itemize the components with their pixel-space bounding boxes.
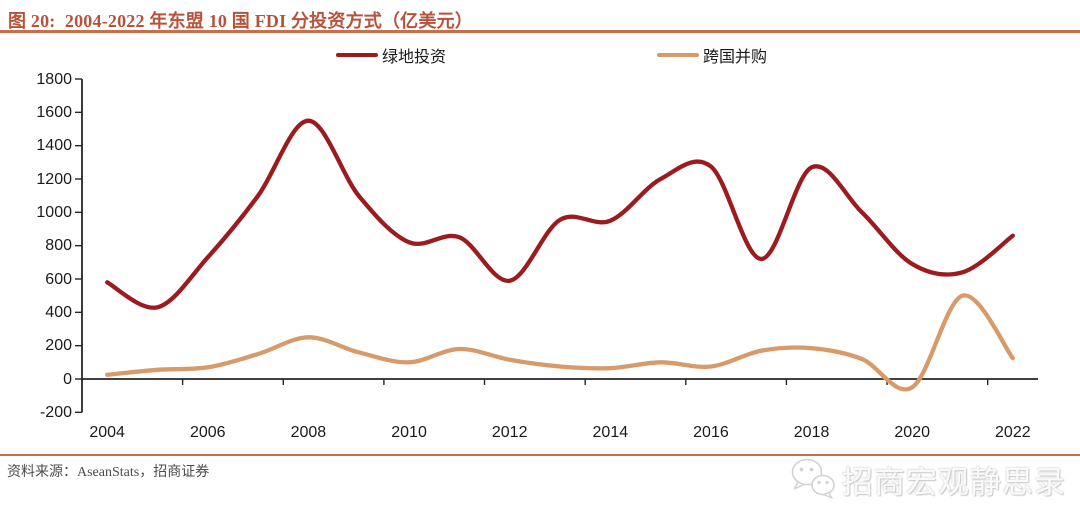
watermark-text: 招商宏观静思录 [842, 464, 1066, 500]
y-tick-label: 600 [45, 270, 72, 288]
y-tick-label: 1600 [36, 103, 72, 121]
x-tick-label: 2022 [995, 424, 1031, 441]
y-tick-label: 1000 [36, 203, 72, 221]
ma-line-swatch [657, 52, 699, 58]
x-tick-label: 2016 [693, 424, 729, 441]
y-tick-label: 1800 [36, 70, 72, 88]
ma-line [105, 293, 1015, 392]
figure-title: 图 20: 2004-2022 年东盟 10 国 FDI 分投资方式（亿美元） [8, 11, 473, 31]
watermark: 招商宏观静思录 [789, 456, 1066, 502]
y-tick-label: 400 [45, 303, 72, 321]
x-tick-label: 2018 [793, 424, 830, 441]
legend-label-ma: 跨国并购 [703, 49, 768, 66]
legend-item-ma: 跨国并购 [657, 44, 767, 66]
legend-item-greenfield: 绿地投资 [336, 44, 446, 66]
x-tick-label: 2006 [189, 424, 226, 441]
x-tick-label: 2012 [491, 424, 528, 441]
y-tick-label: -200 [39, 403, 72, 421]
y-tick-label: 1200 [36, 170, 72, 188]
y-tick-label: 0 [63, 370, 72, 388]
x-tick-label: 2010 [391, 424, 427, 441]
x-tick-label: 2004 [89, 424, 125, 441]
x-tick-label: 2020 [894, 424, 930, 441]
greenfield-line-swatch [336, 52, 378, 58]
x-tick-label: 2008 [290, 424, 327, 441]
greenfield-line [105, 118, 1015, 310]
top-divider [0, 30, 1080, 33]
legend-label-greenfield: 绿地投资 [382, 49, 447, 66]
wechat-icon [791, 458, 835, 499]
source-note: 资料来源：AseanStats，招商证券 [7, 465, 210, 480]
bottom-divider [0, 454, 1080, 456]
y-tick-label: 1400 [36, 137, 72, 155]
x-axis-labels: 2004 2006 2008 2010 2012 2014 2016 2018 2020 2022 [0, 424, 1080, 446]
y-tick-label: 200 [45, 337, 72, 355]
y-tick-label: 800 [45, 237, 72, 255]
x-tick-label: 2014 [592, 424, 629, 441]
